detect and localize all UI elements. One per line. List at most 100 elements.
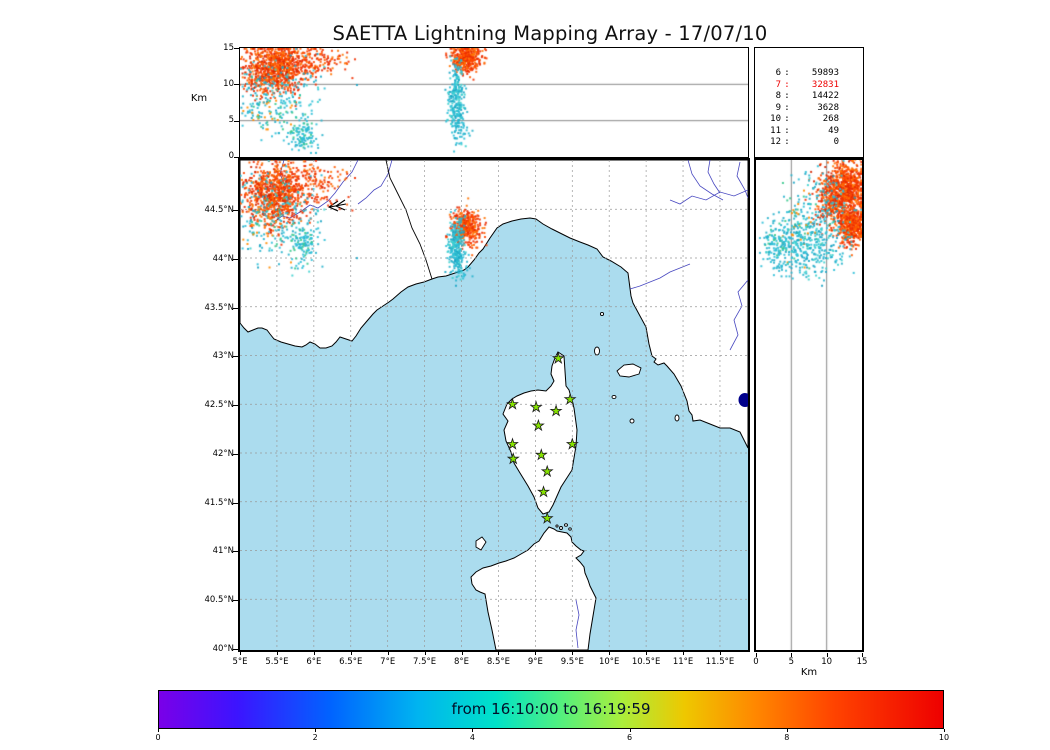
station-count-text: 10 bbox=[770, 114, 781, 124]
map-lon-tick-label: 6°E bbox=[306, 657, 322, 667]
map-lat-tick-label: 40°N bbox=[212, 644, 234, 654]
right-panel-xtick bbox=[756, 653, 757, 657]
station-count-row: 11: 49 bbox=[755, 126, 863, 138]
colorbar-tick bbox=[315, 729, 317, 732]
station-count-text: 11 bbox=[770, 125, 781, 136]
map-lat-tick-label: 42°N bbox=[212, 448, 234, 459]
right-panel-xtick-label: 15 bbox=[856, 657, 868, 667]
colorbar-tick bbox=[472, 729, 474, 732]
colorbar-tick-label: 4 bbox=[469, 733, 475, 742]
map-lat-tick bbox=[233, 258, 238, 260]
top-panel-ytick bbox=[234, 48, 239, 49]
station-count-text: 0 bbox=[833, 137, 839, 147]
top-panel-ytick-label: 5 bbox=[228, 115, 234, 126]
right-panel-xtick-label: 10 bbox=[821, 657, 833, 667]
map-lat-tick bbox=[233, 502, 238, 504]
map-lon-tick bbox=[461, 651, 463, 655]
top-panel-ytick bbox=[234, 120, 239, 122]
top-panel-ytick-label: 0 bbox=[228, 151, 234, 162]
map-lon-tick bbox=[572, 651, 574, 655]
map-lat-tick-label: 40.5°N bbox=[204, 595, 234, 606]
map-lon-tick-label: 10°E bbox=[598, 657, 620, 667]
map-panel bbox=[238, 158, 750, 652]
station-count-text: 49 bbox=[828, 125, 839, 136]
map-lon-tick bbox=[609, 651, 611, 655]
colorbar-tick bbox=[158, 729, 159, 732]
station-count-text: 14422 bbox=[811, 91, 839, 101]
colorbar-tick-label: 8 bbox=[784, 733, 790, 742]
colorbar-tick bbox=[786, 729, 788, 732]
map-lon-tick bbox=[240, 651, 241, 655]
station-count-text: : bbox=[784, 137, 790, 147]
map-lon-tick-label: 7.5°E bbox=[413, 657, 437, 667]
station-count-text: : bbox=[784, 102, 790, 113]
map-lon-tick-label: 11.5°E bbox=[705, 657, 735, 667]
station-count-row: 9: 3628 bbox=[755, 103, 863, 115]
map-lightning-scatter bbox=[240, 160, 748, 650]
map-lon-tick-label: 5.5°E bbox=[265, 657, 289, 667]
map-lon-tick-label: 8°E bbox=[454, 657, 470, 667]
map-lat-tick-label: 43.5°N bbox=[204, 302, 234, 313]
map-lon-tick bbox=[424, 651, 426, 655]
time-colorbar-label: from 16:10:00 to 16:19:59 bbox=[451, 700, 651, 718]
top-panel-km-label: Km bbox=[190, 93, 208, 104]
top-panel-ytick-label: 10 bbox=[223, 78, 234, 89]
map-lon-tick bbox=[535, 651, 537, 655]
map-lat-tick-label: 43°N bbox=[212, 351, 234, 362]
map-lat-tick-label: 44°N bbox=[212, 253, 234, 264]
map-lat-tick-label: 44.5°N bbox=[204, 204, 234, 215]
right-panel-xtick bbox=[861, 653, 863, 657]
map-lat-tick bbox=[233, 453, 238, 455]
top-panel-ytick-label: 15 bbox=[223, 42, 234, 53]
station-count-text: 7 bbox=[775, 79, 781, 90]
station-count-row: 10: 268 bbox=[755, 114, 863, 126]
station-count-text: 8 bbox=[775, 91, 781, 101]
map-lat-tick bbox=[233, 307, 238, 309]
map-lat-tick bbox=[233, 356, 238, 358]
map-lon-tick-label: 8.5°E bbox=[486, 657, 510, 667]
map-lon-tick-label: 11°E bbox=[672, 657, 694, 667]
map-lon-tick bbox=[683, 651, 685, 655]
top-panel-ytick bbox=[234, 156, 239, 158]
station-count-text: 59893 bbox=[811, 68, 839, 78]
map-lon-tick bbox=[350, 651, 352, 655]
station-count-text: 9 bbox=[775, 102, 781, 113]
map-lon-tick-label: 5°E bbox=[232, 657, 248, 667]
colorbar-tick-label: 2 bbox=[312, 733, 318, 742]
map-lon-tick-label: 10.5°E bbox=[631, 657, 661, 667]
colorbar-tick bbox=[944, 729, 945, 732]
map-lat-tick bbox=[233, 405, 238, 407]
right-panel-xtick bbox=[826, 653, 828, 657]
altitude-latitude-panel bbox=[754, 158, 864, 652]
altitude-latitude-scatter bbox=[756, 160, 862, 650]
altitude-longitude-scatter bbox=[240, 48, 748, 157]
station-flash-count-rows: 6:59893 7:32831 8:14422 9:3628 10:268 11:49 12… bbox=[755, 68, 863, 149]
map-lon-tick-label: 6.5°E bbox=[339, 657, 363, 667]
station-count-row: 6: 59893 bbox=[755, 68, 863, 80]
map-lon-tick-label: 7°E bbox=[380, 657, 396, 667]
colorbar-tick-label: 0 bbox=[155, 733, 161, 742]
colorbar-tick-label: 10 bbox=[938, 733, 950, 742]
station-count-text: 12 bbox=[770, 137, 781, 147]
map-lat-tick bbox=[233, 209, 238, 211]
map-lon-tick bbox=[498, 651, 500, 655]
map-lat-tick bbox=[233, 600, 238, 602]
map-lat-tick bbox=[233, 649, 238, 650]
map-lon-tick bbox=[313, 651, 315, 655]
map-lon-tick bbox=[276, 651, 278, 655]
right-panel-km-label: Km bbox=[800, 667, 818, 678]
station-count-text: : bbox=[784, 114, 790, 124]
map-lon-tick bbox=[387, 651, 389, 655]
colorbar-tick bbox=[629, 729, 631, 732]
map-lat-tick-label: 41.5°N bbox=[204, 497, 234, 508]
station-count-text: : bbox=[784, 91, 790, 101]
station-count-text: : bbox=[784, 79, 790, 90]
station-count-text: 6 bbox=[775, 68, 781, 78]
top-panel-ytick bbox=[234, 84, 239, 86]
right-panel-xtick-label: 5 bbox=[788, 657, 795, 667]
right-panel-xtick-label: 0 bbox=[753, 657, 759, 667]
station-flash-count-legend: 6:59893 7:32831 8:14422 9:3628 10:268 11:49 12… bbox=[754, 47, 864, 158]
time-colorbar: from 16:10:00 to 16:19:59 bbox=[158, 690, 944, 729]
map-lon-tick-label: 9.5°E bbox=[560, 657, 584, 667]
colorbar-tick-label: 6 bbox=[627, 733, 633, 742]
